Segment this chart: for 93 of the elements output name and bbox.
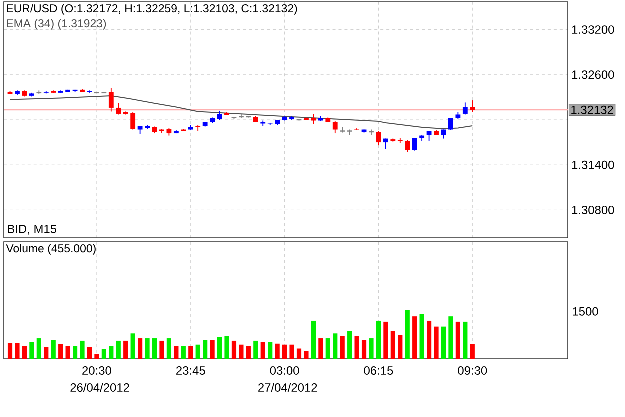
bar — [456, 322, 460, 359]
x-tick-label: 23:45 — [176, 366, 206, 375]
y-tick-label: 1.30800 — [572, 206, 614, 214]
bar — [340, 336, 345, 359]
ref-line-label: 1.32132 — [572, 106, 614, 114]
bar — [138, 338, 143, 359]
bar — [36, 338, 42, 359]
bar — [275, 344, 280, 359]
text: 26/04/2012 — [70, 383, 130, 392]
bar — [390, 331, 396, 359]
bar — [376, 320, 382, 359]
bar — [188, 346, 194, 359]
bar — [203, 340, 208, 359]
bar — [304, 351, 309, 359]
bar — [463, 322, 468, 359]
bar — [290, 344, 294, 359]
bar — [66, 346, 70, 359]
bar — [15, 343, 20, 359]
bar — [210, 340, 215, 359]
bar — [160, 340, 164, 359]
bar — [174, 346, 179, 359]
bar — [72, 346, 78, 359]
bar — [239, 344, 244, 359]
candlestick — [108, 88, 114, 112]
bar — [102, 349, 106, 359]
bar — [434, 326, 439, 359]
bar — [369, 338, 374, 359]
bar — [398, 335, 403, 359]
x-tick-label: 09:30 — [458, 366, 488, 375]
candlestick — [130, 112, 136, 130]
candlestick — [448, 118, 454, 131]
candlestick — [405, 140, 410, 153]
bar — [116, 340, 121, 359]
bar — [420, 314, 424, 359]
bar — [109, 346, 114, 359]
candlestick — [332, 121, 338, 134]
bar — [130, 334, 136, 359]
bar — [260, 342, 266, 359]
bar — [470, 344, 475, 359]
bar — [166, 338, 172, 359]
bar — [318, 338, 324, 359]
chart-title: Volume (455.000) — [6, 244, 96, 255]
bar — [232, 340, 237, 359]
bar — [44, 347, 49, 359]
bar — [94, 354, 100, 359]
y-tick-label: 1.31400 — [572, 160, 614, 170]
bar — [348, 331, 352, 359]
x-tick-label: 06:15 — [364, 366, 394, 375]
bar — [80, 340, 85, 359]
candlestick — [311, 114, 316, 125]
bar — [311, 320, 316, 359]
candlestick — [412, 138, 418, 152]
bar — [124, 340, 128, 359]
bar — [333, 334, 338, 359]
bar — [152, 338, 158, 359]
x-tick-label: 03:00 — [270, 366, 300, 375]
chart-title: EUR/USD (O:1.32172, H:1.32259, L:1.32103, C:1.32132) — [7, 4, 298, 15]
candlestick — [376, 130, 382, 146]
bar — [254, 340, 258, 359]
bar — [282, 344, 288, 359]
bar — [426, 320, 432, 359]
bar — [441, 326, 446, 359]
bar — [354, 336, 360, 359]
bar — [181, 346, 186, 359]
bar — [326, 338, 330, 359]
bar — [384, 322, 388, 359]
bar — [22, 346, 28, 359]
bar — [145, 338, 150, 359]
bar — [246, 346, 251, 359]
candlestick — [116, 103, 122, 116]
bar — [296, 348, 302, 359]
bar — [30, 342, 34, 359]
bar — [448, 316, 454, 359]
bar — [51, 340, 56, 359]
candlestick — [462, 102, 468, 116]
bar — [217, 337, 222, 359]
bar — [362, 340, 367, 359]
bar — [224, 336, 230, 359]
y-tick-label: 1.33200 — [572, 26, 614, 34]
y-tick-label: 1.32600 — [572, 70, 614, 80]
text: 1500 — [573, 307, 598, 316]
bar — [8, 343, 13, 359]
text: 27/04/2012 — [258, 383, 318, 392]
text: EMA (34) (1.31923) — [7, 19, 106, 30]
candlestick — [470, 100, 476, 113]
bar — [58, 344, 64, 359]
bar — [87, 347, 92, 359]
annotation: BID, M15 — [8, 225, 57, 235]
bar — [196, 344, 200, 359]
bar — [268, 342, 273, 359]
bar — [412, 316, 418, 359]
x-tick-label: 20:30 — [82, 366, 112, 375]
bar — [405, 310, 410, 359]
